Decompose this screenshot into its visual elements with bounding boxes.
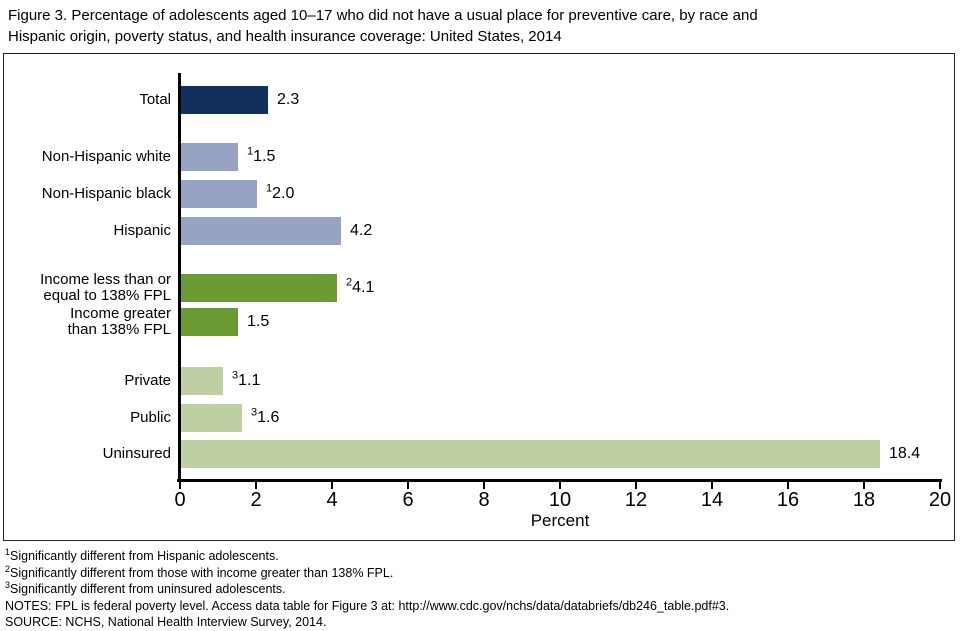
footnote-line: NOTES: FPL is federal poverty level. Acc… — [5, 598, 730, 613]
footnote-line: 2Significantly different from those with… — [5, 563, 394, 580]
figure-title-line1: Figure 3. Percentage of adolescents aged… — [8, 7, 758, 24]
footnote-line: 3Significantly different from uninsured … — [5, 579, 286, 596]
footnotes-block: 1Significantly different from Hispanic a… — [5, 546, 955, 631]
chart-frame — [3, 53, 955, 541]
figure-title: Figure 3. Percentage of adolescents aged… — [8, 5, 952, 47]
footnote-superscript: 2 — [5, 563, 11, 574]
footnote-superscript: 1 — [5, 546, 11, 557]
footnote-line: SOURCE: NCHS, National Health Interview … — [5, 615, 327, 629]
footnote-superscript: 3 — [5, 579, 11, 590]
footnote-line: 1Significantly different from Hispanic a… — [5, 546, 279, 563]
figure-title-line2: Hispanic origin, poverty status, and hea… — [8, 28, 562, 45]
